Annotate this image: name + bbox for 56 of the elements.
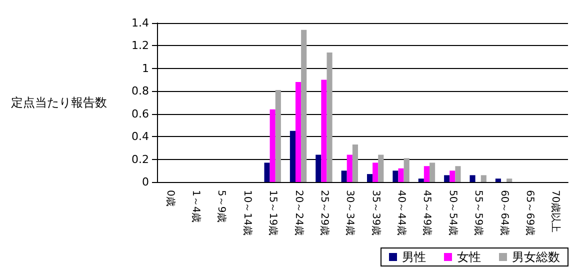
bar <box>366 174 373 182</box>
x-tick-label: 5～9歳 <box>216 190 228 223</box>
bar <box>316 154 322 182</box>
y-tick-label: 1 <box>142 62 149 75</box>
x-tick-label: 70歳以上 <box>550 190 562 233</box>
bar <box>398 168 404 182</box>
bar <box>392 170 398 182</box>
bar <box>321 80 327 182</box>
bar <box>352 144 358 182</box>
x-tick-label: 65～69歳 <box>524 190 536 236</box>
x-tick-label: 20～24歳 <box>292 190 305 236</box>
bar <box>378 154 384 182</box>
bar <box>270 109 276 182</box>
x-tick-label: 0歳 <box>164 190 176 206</box>
y-axis-title: 定点当たり報告数 <box>11 96 107 110</box>
y-tick-label: 0.6 <box>132 107 149 120</box>
x-tick-label: 1～4歳 <box>190 190 202 223</box>
bar <box>275 90 281 182</box>
x-tick-label: 35～39歳 <box>370 190 382 236</box>
legend-label: 男女総数 <box>512 250 560 264</box>
x-tick-label: 55～59歳 <box>472 190 485 236</box>
x-tick-label: 60～64歳 <box>498 190 510 236</box>
x-tick-label: 40～44歳 <box>396 190 408 236</box>
bar <box>470 175 476 182</box>
bar <box>455 166 461 182</box>
bar <box>424 166 430 182</box>
y-tick-label: 1.2 <box>132 39 149 52</box>
x-tick-label: 25～29歳 <box>318 190 330 236</box>
bar <box>480 175 486 182</box>
bar <box>495 178 501 182</box>
legend-label: 女性 <box>457 250 481 264</box>
x-tick-label: 30～34歳 <box>344 190 356 236</box>
y-tick-label: 0.8 <box>132 84 149 98</box>
bar <box>372 162 378 182</box>
legend-label: 男性 <box>402 250 426 264</box>
bar <box>450 170 456 182</box>
y-tick-label: 0.2 <box>132 152 149 166</box>
y-tick-label: 0 <box>142 176 149 188</box>
bar <box>506 178 512 182</box>
bar <box>341 170 347 182</box>
x-tick-label: 45～49歳 <box>421 190 434 236</box>
y-tick-label: 0.4 <box>132 130 149 144</box>
bar <box>404 158 410 182</box>
bar <box>444 175 450 182</box>
x-tick-label: 50～54歳 <box>446 190 459 236</box>
bar <box>290 130 296 182</box>
bar <box>430 162 436 182</box>
x-tick-label: 15～19歳 <box>267 190 280 236</box>
bar <box>326 52 332 182</box>
y-tick-label: 1.4 <box>132 16 149 30</box>
x-tick-label: 10～14歳 <box>241 190 254 236</box>
bar <box>296 82 302 182</box>
bar <box>346 154 352 182</box>
bar <box>301 30 307 182</box>
bar <box>418 178 424 182</box>
bar <box>264 162 270 182</box>
